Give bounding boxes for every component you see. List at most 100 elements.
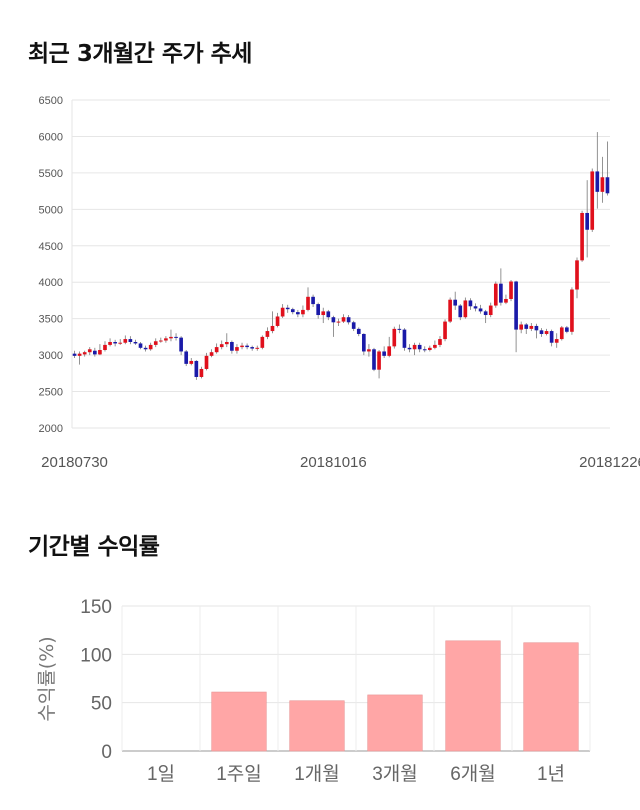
candle-body bbox=[123, 339, 128, 343]
candle-body bbox=[87, 349, 92, 353]
candle-body bbox=[473, 306, 478, 309]
candle-body bbox=[326, 311, 331, 318]
candle bbox=[346, 315, 351, 325]
candle-body bbox=[224, 341, 229, 345]
candle bbox=[427, 345, 432, 352]
candle-body bbox=[382, 351, 386, 356]
bar-y-tick-label: 100 bbox=[80, 645, 112, 666]
candle bbox=[559, 325, 564, 341]
candle-body bbox=[153, 341, 158, 345]
candle bbox=[549, 329, 554, 347]
candle-y-tick-label: 3500 bbox=[39, 314, 63, 326]
candle-body bbox=[255, 347, 260, 349]
candle bbox=[250, 345, 255, 351]
candle-body bbox=[301, 309, 305, 315]
candle-body bbox=[98, 350, 102, 355]
candle-body bbox=[524, 324, 529, 329]
candle-body bbox=[453, 299, 458, 306]
candle-y-tick-label: 4500 bbox=[39, 241, 63, 253]
candle bbox=[351, 320, 356, 332]
candle bbox=[468, 298, 473, 310]
candle-body bbox=[549, 331, 554, 343]
candle bbox=[174, 333, 178, 341]
candle bbox=[118, 339, 123, 345]
candle bbox=[453, 291, 458, 310]
candle-body bbox=[362, 333, 366, 352]
candle bbox=[493, 281, 498, 308]
return-bar bbox=[367, 694, 423, 752]
candle-body bbox=[504, 298, 508, 303]
candle-body bbox=[103, 344, 107, 351]
candle-body bbox=[143, 347, 148, 350]
candle-body bbox=[605, 177, 610, 194]
candle bbox=[285, 304, 290, 313]
candle-y-axis: 2000 2500 3000 3500 4000 4500 5000 5500 6000 6500 bbox=[39, 95, 63, 435]
candle bbox=[245, 343, 249, 350]
price-trend-title: 최근 3개월간 주가 추세 bbox=[28, 41, 252, 67]
candle-body bbox=[148, 344, 153, 350]
candle bbox=[509, 280, 513, 302]
candle bbox=[143, 345, 148, 352]
candle bbox=[570, 287, 574, 335]
candle-body bbox=[458, 305, 463, 318]
candle bbox=[392, 326, 397, 349]
candle bbox=[356, 327, 361, 337]
candle bbox=[321, 307, 326, 324]
candle bbox=[98, 344, 102, 356]
candle bbox=[103, 341, 107, 352]
bar-series bbox=[211, 640, 579, 752]
candle-body bbox=[184, 351, 189, 364]
bar-y-tick-label: 150 bbox=[80, 597, 112, 618]
candle-body bbox=[285, 307, 290, 310]
candle bbox=[123, 335, 128, 345]
candle bbox=[138, 341, 143, 350]
candle-body bbox=[331, 317, 336, 323]
candle-body bbox=[539, 330, 544, 334]
candle-body bbox=[595, 171, 600, 192]
candle-body bbox=[483, 311, 488, 316]
candle bbox=[565, 325, 569, 334]
candle-body bbox=[138, 343, 143, 348]
bar-x-tick-label: 6개월 bbox=[450, 763, 496, 785]
bar-y-tick-label: 50 bbox=[91, 694, 112, 715]
candle bbox=[580, 210, 584, 262]
candle bbox=[519, 321, 524, 334]
candle-body bbox=[488, 305, 493, 316]
candle-body bbox=[82, 352, 87, 355]
candle-body bbox=[565, 327, 569, 332]
candle bbox=[306, 287, 310, 312]
candle bbox=[433, 340, 437, 350]
candle-body bbox=[250, 347, 255, 349]
candle-body bbox=[356, 328, 361, 334]
candle bbox=[270, 311, 275, 334]
candle bbox=[331, 315, 336, 337]
candle-body bbox=[585, 212, 589, 230]
candle-body bbox=[275, 316, 280, 326]
candle bbox=[539, 328, 544, 337]
candle-body bbox=[554, 339, 559, 343]
candle bbox=[255, 345, 260, 351]
candle-body bbox=[219, 344, 224, 348]
candle bbox=[397, 324, 402, 334]
candle-body bbox=[468, 300, 473, 307]
candle-body bbox=[209, 352, 214, 356]
candle-body bbox=[108, 341, 112, 345]
candle bbox=[230, 340, 234, 354]
candle-body bbox=[529, 325, 534, 329]
candle bbox=[164, 336, 168, 343]
candle-body bbox=[372, 349, 376, 370]
candle bbox=[372, 347, 376, 372]
candle-body bbox=[387, 346, 392, 356]
bar-y-tick-label: 0 bbox=[101, 742, 112, 763]
candle-series bbox=[72, 132, 610, 380]
candle-body bbox=[367, 349, 371, 352]
candle-body bbox=[280, 307, 285, 317]
candle-body bbox=[443, 321, 447, 340]
candle bbox=[265, 327, 270, 340]
candle bbox=[336, 318, 341, 326]
candle bbox=[77, 351, 82, 365]
return-bar bbox=[289, 700, 345, 752]
candle-body bbox=[336, 321, 341, 323]
bar-x-tick-label: 3개월 bbox=[372, 763, 418, 785]
